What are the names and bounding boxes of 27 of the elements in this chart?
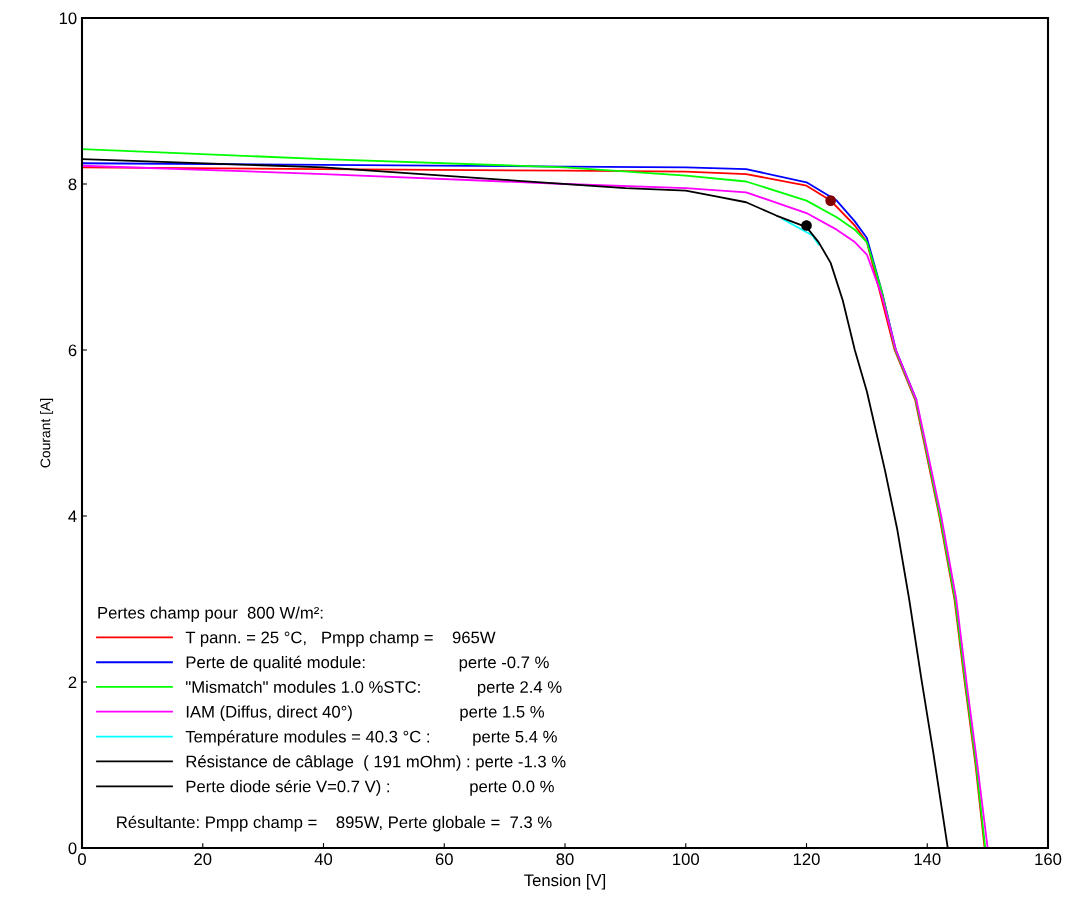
line-series: [781, 217, 820, 246]
y-tick-label: 6: [68, 344, 77, 357]
legend-label: T pann. = 25 °C, Pmpp champ = 965W: [185, 631, 496, 647]
legend-label: Température modules = 40.3 °C : perte 5.4 %: [185, 730, 557, 746]
x-tick-label: 20: [194, 853, 212, 866]
legend-label: "Mismatch" modules 1.0 %STC: perte 2.4 %: [186, 680, 562, 697]
legend-label: Perte de qualité module: perte -0.7 %: [186, 655, 549, 672]
x-tick-label: 100: [673, 853, 699, 866]
y-tick-label: 0: [68, 842, 77, 855]
x-tick-label: 120: [793, 853, 820, 866]
y-tick-label: 4: [68, 510, 77, 523]
x-tick-label: 0: [78, 853, 86, 866]
x-tick-label: 160: [1035, 853, 1062, 866]
y-axis-title: Courant [A]: [40, 398, 54, 468]
x-tick-label: 40: [314, 853, 333, 866]
y-tick-label: 8: [68, 178, 77, 191]
annotation: Résultante: Pmpp champ = 895W, Perte globale = 7.3 %: [117, 815, 552, 832]
x-axis-title: Tension [V]: [524, 873, 606, 890]
y-tick-label: 10: [59, 12, 77, 25]
x-tick-label: 140: [914, 853, 941, 866]
x-tick-label: 80: [556, 853, 574, 866]
legend-label: Résistance de câblage ( 191 mOhm) : perte -1.3 %: [186, 755, 566, 771]
legend-label: IAM (Diffus, direct 40°) perte 1.5 %: [186, 705, 544, 721]
legend-title: Pertes champ pour 800 W/m²:: [98, 606, 323, 622]
legend-label: Perte diode série V=0.7 V) : perte 0.0 %: [186, 779, 554, 796]
x-tick-label: 60: [435, 853, 453, 866]
y-tick-label: 2: [68, 676, 77, 689]
